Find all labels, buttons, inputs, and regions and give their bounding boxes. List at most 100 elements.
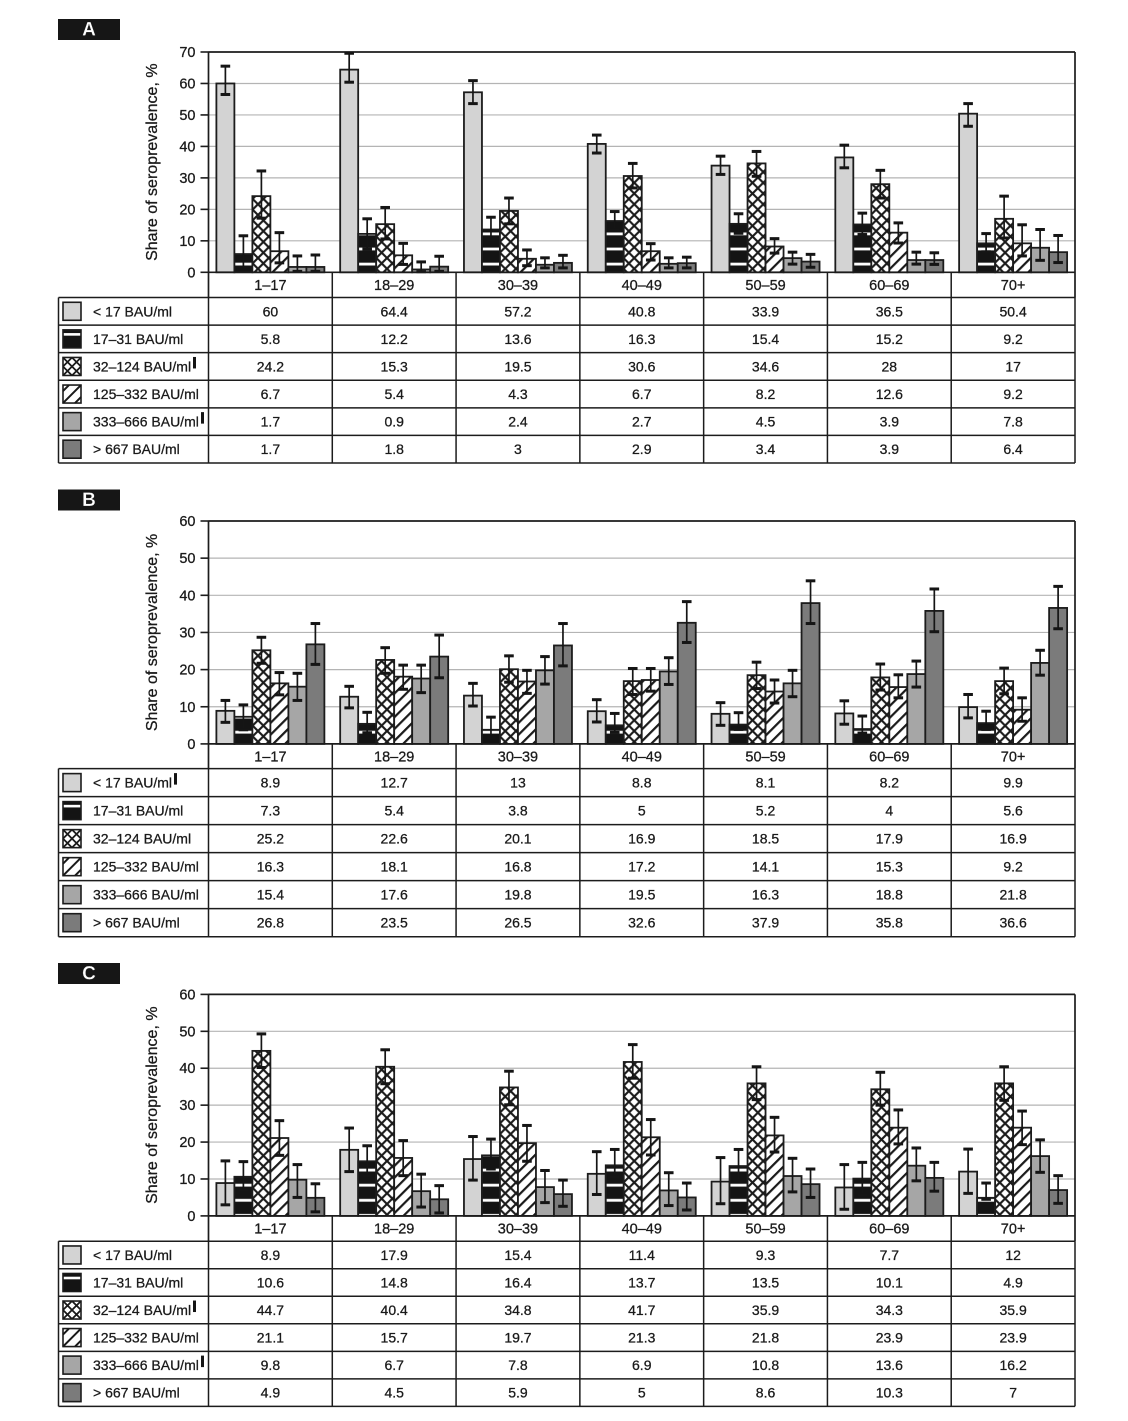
svg-text:18.8: 18.8 <box>876 887 903 903</box>
svg-text:5.6: 5.6 <box>1003 803 1023 819</box>
svg-text:1.7: 1.7 <box>261 414 281 430</box>
svg-text:60: 60 <box>179 987 195 1003</box>
svg-text:60: 60 <box>179 514 195 530</box>
svg-text:17.9: 17.9 <box>381 1247 408 1263</box>
svg-text:34.6: 34.6 <box>752 358 779 374</box>
svg-text:15.4: 15.4 <box>504 1247 531 1263</box>
svg-text:23.9: 23.9 <box>876 1330 903 1346</box>
svg-text:Share of seroprevalence, %: Share of seroprevalence, % <box>144 1006 161 1203</box>
svg-text:4.3: 4.3 <box>508 386 528 402</box>
svg-text:3.9: 3.9 <box>880 414 900 430</box>
svg-text:3: 3 <box>514 441 522 457</box>
svg-text:50: 50 <box>179 551 195 567</box>
svg-text:40.8: 40.8 <box>628 303 655 319</box>
svg-text:28: 28 <box>882 358 898 374</box>
svg-text:20: 20 <box>179 663 195 679</box>
svg-text:A: A <box>82 20 96 41</box>
svg-text:3.4: 3.4 <box>756 441 776 457</box>
svg-text:16.8: 16.8 <box>504 859 531 875</box>
svg-text:1.7: 1.7 <box>261 441 281 457</box>
svg-text:21.8: 21.8 <box>999 887 1026 903</box>
svg-text:70+: 70+ <box>1001 749 1026 765</box>
svg-text:16.3: 16.3 <box>752 887 779 903</box>
svg-text:17: 17 <box>1005 358 1021 374</box>
svg-text:6.4: 6.4 <box>1003 441 1023 457</box>
svg-text:< 17 BAU/ml: < 17 BAU/ml <box>93 1247 172 1263</box>
svg-text:11.4: 11.4 <box>629 1247 655 1263</box>
svg-text:8.1: 8.1 <box>756 775 776 791</box>
svg-text:3.8: 3.8 <box>508 803 528 819</box>
svg-text:60–69: 60–69 <box>869 1222 909 1238</box>
svg-text:15.3: 15.3 <box>876 859 903 875</box>
svg-text:21.1: 21.1 <box>257 1330 284 1346</box>
svg-text:26.8: 26.8 <box>257 915 284 931</box>
svg-text:60–69: 60–69 <box>869 749 909 765</box>
svg-text:30–39: 30–39 <box>498 749 538 765</box>
svg-text:1–17: 1–17 <box>254 1222 286 1238</box>
svg-text:21.8: 21.8 <box>752 1330 779 1346</box>
svg-text:60: 60 <box>263 303 279 319</box>
svg-text:4.5: 4.5 <box>384 1385 404 1401</box>
svg-text:30–39: 30–39 <box>498 1222 538 1238</box>
svg-text:16.9: 16.9 <box>999 831 1026 847</box>
svg-text:> 667 BAU/ml: > 667 BAU/ml <box>93 441 180 457</box>
svg-text:70+: 70+ <box>1001 278 1026 294</box>
svg-text:4.5: 4.5 <box>756 414 776 430</box>
svg-text:15.4: 15.4 <box>752 331 779 347</box>
svg-text:1–17: 1–17 <box>254 278 286 294</box>
svg-text:16.3: 16.3 <box>257 859 284 875</box>
svg-text:9.2: 9.2 <box>1003 859 1023 875</box>
svg-text:12.6: 12.6 <box>876 386 903 402</box>
svg-text:9.2: 9.2 <box>1003 331 1023 347</box>
svg-text:17–31 BAU/ml: 17–31 BAU/ml <box>93 1275 183 1291</box>
svg-text:0: 0 <box>187 1209 195 1225</box>
svg-text:0.9: 0.9 <box>384 414 404 430</box>
svg-text:9.2: 9.2 <box>1003 386 1023 402</box>
svg-text:19.5: 19.5 <box>504 358 531 374</box>
svg-text:41.7: 41.7 <box>628 1302 655 1318</box>
svg-text:16.4: 16.4 <box>504 1275 531 1291</box>
svg-text:Share of seroprevalence, %: Share of seroprevalence, % <box>144 63 161 260</box>
svg-text:70+: 70+ <box>1001 1222 1026 1238</box>
svg-text:> 667 BAU/ml: > 667 BAU/ml <box>93 915 180 931</box>
svg-text:7.8: 7.8 <box>508 1357 528 1373</box>
svg-text:30: 30 <box>179 171 195 187</box>
svg-text:< 17 BAU/ml: < 17 BAU/ml <box>93 775 172 791</box>
svg-text:10: 10 <box>179 700 195 716</box>
svg-text:35.8: 35.8 <box>876 915 903 931</box>
svg-text:8.8: 8.8 <box>632 775 652 791</box>
svg-text:37.9: 37.9 <box>752 915 779 931</box>
svg-text:34.8: 34.8 <box>504 1302 531 1318</box>
svg-text:50.4: 50.4 <box>999 303 1026 319</box>
svg-text:22.6: 22.6 <box>381 831 408 847</box>
svg-text:32–124 BAU/ml: 32–124 BAU/ml <box>93 1302 191 1318</box>
svg-text:57.2: 57.2 <box>504 303 531 319</box>
svg-text:32–124 BAU/ml: 32–124 BAU/ml <box>93 358 191 374</box>
svg-text:10.3: 10.3 <box>876 1385 903 1401</box>
svg-text:32–124 BAU/ml: 32–124 BAU/ml <box>93 831 191 847</box>
svg-text:40.4: 40.4 <box>381 1302 408 1318</box>
svg-text:18.5: 18.5 <box>752 831 779 847</box>
svg-text:333–666 BAU/ml: 333–666 BAU/ml <box>93 1357 199 1373</box>
svg-text:7.8: 7.8 <box>1003 414 1023 430</box>
svg-text:2.9: 2.9 <box>632 441 652 457</box>
svg-text:12.2: 12.2 <box>381 331 408 347</box>
svg-text:14.8: 14.8 <box>381 1275 408 1291</box>
svg-text:333–666 BAU/ml: 333–666 BAU/ml <box>93 887 199 903</box>
svg-text:8.9: 8.9 <box>261 1247 281 1263</box>
svg-text:10: 10 <box>179 234 195 250</box>
svg-text:40: 40 <box>179 139 195 155</box>
svg-text:6.9: 6.9 <box>632 1357 652 1373</box>
svg-text:Share of seroprevalence, %: Share of seroprevalence, % <box>144 534 161 731</box>
svg-text:23.5: 23.5 <box>381 915 408 931</box>
svg-text:5: 5 <box>638 1385 646 1401</box>
svg-text:1–17: 1–17 <box>254 749 286 765</box>
svg-text:40–49: 40–49 <box>622 278 662 294</box>
svg-text:18–29: 18–29 <box>374 278 414 294</box>
svg-text:50–59: 50–59 <box>745 749 785 765</box>
svg-text:16.9: 16.9 <box>628 831 655 847</box>
svg-text:17.6: 17.6 <box>381 887 408 903</box>
svg-text:6.7: 6.7 <box>632 386 652 402</box>
svg-text:5.4: 5.4 <box>384 386 404 402</box>
svg-text:5.8: 5.8 <box>261 331 281 347</box>
